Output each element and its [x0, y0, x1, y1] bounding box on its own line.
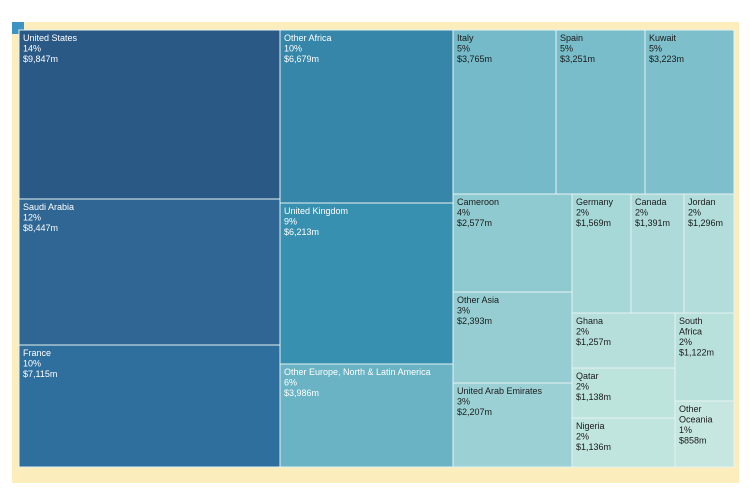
tile-value: $7,115m	[23, 369, 57, 379]
tile-name: Spain	[560, 33, 583, 43]
tile-rect	[674, 400, 735, 468]
tile-percent: 2%	[635, 208, 648, 218]
tile-value: $2,393m	[457, 316, 492, 326]
tile-percent: 14%	[23, 44, 41, 54]
tile-value: $2,577m	[457, 218, 492, 228]
tile-name: Canada	[635, 197, 667, 207]
tile-value: $858m	[679, 436, 707, 446]
tile-value: $3,251m	[560, 54, 595, 64]
tile-rect	[571, 193, 632, 314]
tile-rect	[279, 363, 454, 468]
tile-value: $8,447m	[23, 223, 58, 233]
tile-name: Other Asia	[457, 295, 499, 305]
tile-other-europe-north-latin-america: Other Europe, North & Latin America6%$3,…	[279, 363, 454, 468]
tile-value: $3,765m	[457, 54, 492, 64]
tile-percent: 2%	[576, 432, 589, 442]
tile-value: $1,136m	[576, 442, 611, 452]
tile-name: South	[679, 316, 703, 326]
tile-percent: 2%	[576, 208, 589, 218]
tile-name: Kuwait	[649, 33, 677, 43]
tile-percent: 2%	[679, 337, 692, 347]
tile-rect	[683, 193, 735, 314]
tile-value: $6,679m	[284, 54, 319, 64]
tile-value: $1,257m	[576, 337, 611, 347]
tile-percent: 12%	[23, 213, 41, 223]
tile-name: United Kingdom	[284, 206, 348, 216]
tile-rect	[452, 382, 573, 468]
tile-rect	[674, 312, 735, 402]
tile-name: Jordan	[688, 197, 716, 207]
tile-name: Germany	[576, 197, 614, 207]
tile-name: Nigeria	[576, 421, 605, 431]
tile-name: Italy	[457, 33, 474, 43]
tile-name: Africa	[679, 327, 702, 337]
tile-percent: 4%	[457, 208, 470, 218]
tile-rect	[452, 193, 573, 293]
tile-percent: 2%	[576, 382, 589, 392]
tile-value: $3,223m	[649, 54, 684, 64]
tile-percent: 1%	[679, 425, 692, 435]
tile-value: $1,138m	[576, 392, 611, 402]
tile-name: Saudi Arabia	[23, 202, 74, 212]
tile-name: Cameroon	[457, 197, 499, 207]
tile-value: $1,296m	[688, 218, 723, 228]
tile-rect	[630, 193, 685, 314]
tile-percent: 5%	[457, 44, 470, 54]
tile-percent: 5%	[649, 44, 662, 54]
tile-percent: 3%	[457, 397, 470, 407]
tile-value: $6,213m	[284, 227, 319, 237]
tile-name: Other	[679, 404, 702, 414]
tile-percent: 10%	[23, 359, 41, 369]
tile-name: Oceania	[679, 415, 713, 425]
tile-rect	[18, 198, 281, 346]
tile-value: $1,569m	[576, 218, 611, 228]
tile-value: $3,986m	[284, 388, 319, 398]
tile-name: Qatar	[576, 371, 599, 381]
tile-percent: 3%	[457, 306, 470, 316]
tile-percent: 2%	[576, 327, 589, 337]
tile-name: Other Africa	[284, 33, 332, 43]
tile-name: Other Europe, North & Latin America	[284, 367, 431, 377]
tile-rect	[571, 312, 676, 369]
tile-percent: 9%	[284, 217, 297, 227]
tile-rect	[18, 29, 281, 200]
tile-value: $1,391m	[635, 218, 670, 228]
tile-percent: 10%	[284, 44, 302, 54]
tile-name: France	[23, 348, 51, 358]
tile-value: $9,847m	[23, 54, 58, 64]
tile-percent: 5%	[560, 44, 573, 54]
tile-percent: 6%	[284, 378, 297, 388]
tile-value: $1,122m	[679, 348, 714, 358]
tile-rect	[571, 367, 676, 419]
tile-value: $2,207m	[457, 407, 492, 417]
tile-name: United Arab Emirates	[457, 386, 543, 396]
tile-rect	[452, 291, 573, 384]
tile-rect	[18, 344, 281, 468]
tile-name: United States	[23, 33, 78, 43]
tile-rect	[279, 29, 454, 204]
tile-percent: 2%	[688, 208, 701, 218]
tile-name: Ghana	[576, 316, 603, 326]
